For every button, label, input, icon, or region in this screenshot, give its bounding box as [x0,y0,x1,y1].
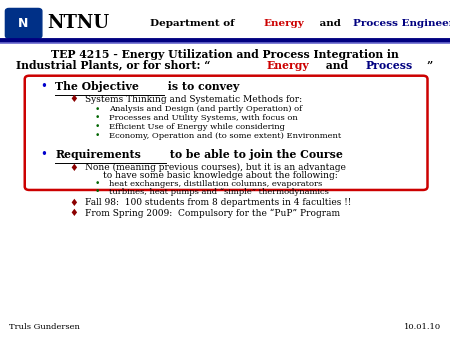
Text: Economy, Operation and (to some extent) Environment: Economy, Operation and (to some extent) … [109,131,342,140]
Text: ♦: ♦ [70,163,78,173]
Text: and: and [322,60,356,71]
Text: NTNU: NTNU [47,14,109,32]
Text: Analysis and Design (and partly Operation) of: Analysis and Design (and partly Operatio… [109,105,302,113]
Text: Systems Thinking and Systematic Methods for:: Systems Thinking and Systematic Methods … [85,95,302,104]
Text: ♦: ♦ [70,94,78,104]
Text: •: • [94,188,100,196]
Text: Department of: Department of [150,19,238,28]
Text: Process: Process [365,60,413,71]
Text: and: and [316,19,345,28]
Text: •: • [40,80,47,93]
Text: Process Engineering: Process Engineering [353,19,450,28]
Text: •: • [94,114,100,122]
Text: •: • [94,179,100,188]
Text: •: • [94,122,100,131]
Text: None (meaning previous courses), but it is an advantage: None (meaning previous courses), but it … [85,163,346,172]
FancyBboxPatch shape [5,8,42,38]
Text: to be able to join the Course: to be able to join the Course [166,149,343,160]
Text: Processes and Utility Systems, with focus on: Processes and Utility Systems, with focu… [109,114,298,122]
Text: Industrial Plants, or for short: “: Industrial Plants, or for short: “ [16,60,210,71]
Text: Requirements: Requirements [55,149,141,160]
Text: N: N [18,17,29,30]
Text: Efficient Use of Energy while considering: Efficient Use of Energy while considerin… [109,123,285,131]
Text: Energy: Energy [263,19,304,28]
Text: ”: ” [426,60,432,71]
Text: 10.01.10: 10.01.10 [404,322,441,331]
Text: is to convey: is to convey [164,81,239,92]
Text: turbines, heat pumps and “simple” thermodynamics: turbines, heat pumps and “simple” thermo… [109,188,329,196]
Text: •: • [94,105,100,114]
Text: to have some basic knowledge about the following:: to have some basic knowledge about the f… [103,171,338,179]
Text: •: • [40,148,47,161]
Text: The Objective: The Objective [55,81,139,92]
Text: TEP 4215 - Energy Utilization and Process Integration in: TEP 4215 - Energy Utilization and Proces… [51,49,399,59]
Text: From Spring 2009:  Compulsory for the “PuP” Program: From Spring 2009: Compulsory for the “Pu… [85,208,340,218]
FancyBboxPatch shape [25,76,427,190]
Text: heat exchangers, distillation columns, evaporators: heat exchangers, distillation columns, e… [109,179,323,188]
Text: ♦: ♦ [70,208,78,218]
Text: •: • [94,131,100,140]
Text: Truls Gundersen: Truls Gundersen [9,322,80,331]
Text: Fall 98:  100 students from 8 departments in 4 faculties !!: Fall 98: 100 students from 8 departments… [85,198,351,207]
Text: ♦: ♦ [70,198,78,208]
Text: Energy: Energy [267,60,310,71]
